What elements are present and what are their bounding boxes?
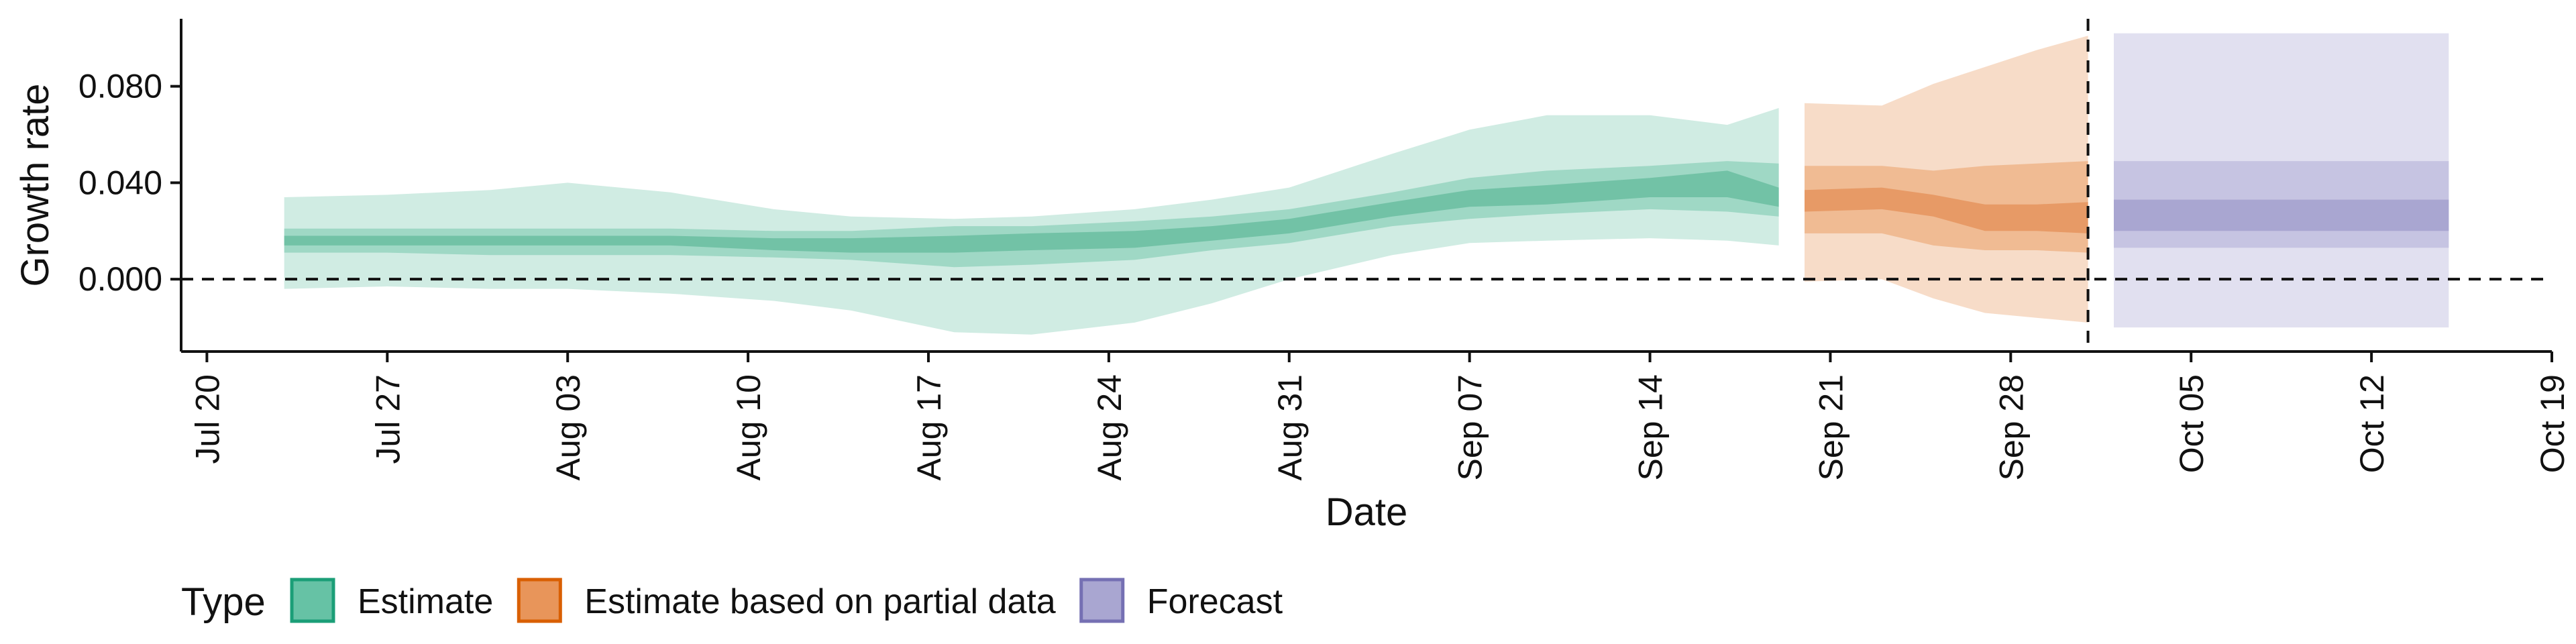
legend-swatch <box>290 578 335 623</box>
series-forecast <box>2114 33 2449 328</box>
series-estimate <box>284 108 1779 335</box>
x-tick-label: Jul 20 <box>189 374 226 464</box>
y-tick-label: 0.080 <box>78 68 162 105</box>
reference-lines-layer <box>181 19 2552 352</box>
x-tick-label: Sep 21 <box>1812 374 1849 480</box>
estimate-band-20 <box>284 170 1779 253</box>
legend-item-forecast: Forecast <box>1079 578 1283 623</box>
x-tick-label: Aug 03 <box>549 374 587 480</box>
legend-item-estimate-based-on-partial-data: Estimate based on partial data <box>517 578 1056 623</box>
series-estimate-based-on-partial-data <box>1805 36 2088 323</box>
legend-label: Estimate <box>358 582 493 621</box>
axes-layer <box>180 19 2552 353</box>
y-tick-label: 0.040 <box>78 164 162 201</box>
x-axis-title: Date <box>1326 490 1408 534</box>
legend-swatch <box>517 578 562 623</box>
bands-layer <box>284 33 2449 335</box>
x-tick-label: Aug 24 <box>1091 374 1128 480</box>
legend-swatch <box>1079 578 1125 623</box>
x-tick-label: Oct 19 <box>2534 374 2571 473</box>
legend-items: Estimate Estimate based on partial data Fo… <box>290 578 1283 623</box>
y-tick-label: 0.000 <box>78 260 162 298</box>
estimate-based-on-partial-data-band-20 <box>1805 187 2088 233</box>
y-axis-title: Growth rate <box>13 84 57 287</box>
x-tick-label: Oct 12 <box>2353 374 2391 473</box>
forecast-band-20 <box>2114 199 2449 231</box>
ticks-layer: Jul 20 Jul 27 Aug 03 Aug 10 Aug 17 Aug 24 Aug … <box>78 68 2571 481</box>
legend-item-estimate: Estimate <box>290 578 493 623</box>
legend-label: Forecast <box>1147 582 1283 621</box>
x-tick-label: Aug 10 <box>730 374 767 480</box>
x-tick-label: Aug 17 <box>910 374 948 480</box>
x-tick-label: Jul 27 <box>369 374 407 464</box>
legend-label: Estimate based on partial data <box>584 582 1056 621</box>
legend: Type Estimate Estimate based on partial d… <box>181 578 1283 624</box>
x-tick-label: Sep 14 <box>1632 374 1670 480</box>
estimate-band-90 <box>284 108 1779 335</box>
x-tick-label: Sep 07 <box>1452 374 1489 480</box>
x-tick-label: Oct 05 <box>2173 374 2210 473</box>
x-tick-label: Aug 31 <box>1271 374 1309 480</box>
legend-title: Type <box>181 580 266 624</box>
x-tick-label: Sep 28 <box>1992 374 2030 480</box>
